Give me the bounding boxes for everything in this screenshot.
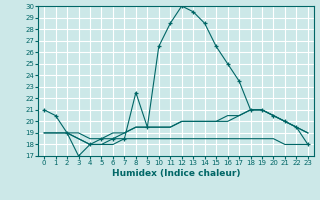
- X-axis label: Humidex (Indice chaleur): Humidex (Indice chaleur): [112, 169, 240, 178]
